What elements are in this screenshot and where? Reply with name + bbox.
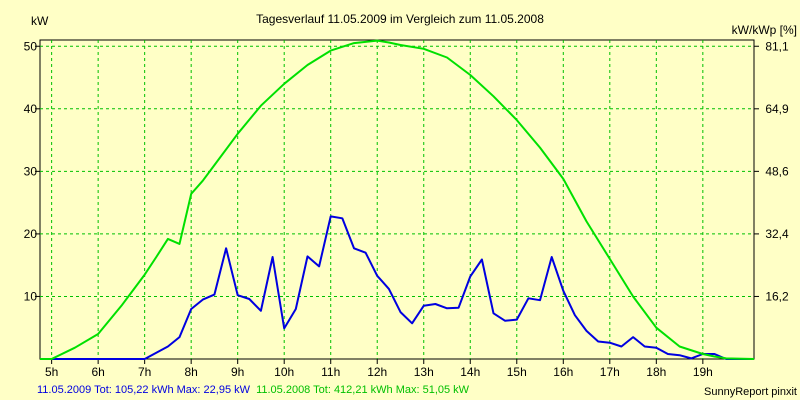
x-tick-label: 9h — [231, 365, 244, 379]
x-tick-label: 13h — [414, 365, 434, 379]
right-axis-unit-label: kW/kWp [%] — [732, 23, 797, 37]
x-tick-label: 18h — [646, 365, 666, 379]
x-tick-label: 17h — [600, 365, 620, 379]
y-left-tick-label: 30 — [24, 164, 38, 178]
series-line-0 — [40, 215, 754, 360]
axis-ticks: 5h 6h 7h 8h 9h 10h 11h 12h 13h 14h 15h 16h 17h 18h 19h… — [24, 39, 789, 379]
series-lines — [40, 39, 755, 360]
left-axis-unit-label: kW — [31, 14, 49, 28]
legend-2009-text: 11.05.2009 Tot: 105,22 kWh Max: 22,95 kW — [37, 384, 251, 396]
x-tick-label: 14h — [460, 365, 480, 379]
y-right-tick-label: 81,1 — [765, 39, 789, 53]
footer-legend-2009: 11.05.2009 Tot: 105,22 kWh Max: 22,95 kW… — [37, 384, 470, 396]
x-tick-label: 6h — [91, 365, 104, 379]
x-tick-label: 5h — [45, 365, 58, 379]
x-tick-label: 12h — [367, 365, 387, 379]
y-left-tick-label: 50 — [24, 39, 38, 53]
chart-title: Tagesverlauf 11.05.2009 im Vergleich zum… — [256, 12, 544, 26]
x-tick-label: 7h — [138, 365, 151, 379]
y-left-tick-label: 40 — [24, 102, 38, 116]
x-tick-label: 8h — [184, 365, 197, 379]
y-right-tick-label: 16,2 — [765, 289, 789, 303]
x-tick-label: 16h — [553, 365, 573, 379]
y-right-tick-label: 48,6 — [765, 164, 789, 178]
plot-area-frame — [39, 39, 755, 360]
series-line-1 — [40, 39, 755, 360]
y-left-tick-label: 10 — [24, 289, 38, 303]
x-tick-label: 10h — [274, 365, 294, 379]
y-right-tick-label: 32,4 — [765, 227, 789, 241]
y-left-tick-label: 20 — [24, 227, 38, 241]
x-tick-label: 15h — [507, 365, 527, 379]
legend-2008-text: 11.05.2008 Tot: 412,21 kWh Max: 51,05 kW — [256, 384, 470, 396]
x-tick-label: 19h — [693, 365, 713, 379]
y-right-tick-label: 64,9 — [765, 102, 789, 116]
x-tick-label: 11h — [321, 365, 340, 379]
footer-credit: SunnyReport pinxit — [704, 386, 797, 398]
